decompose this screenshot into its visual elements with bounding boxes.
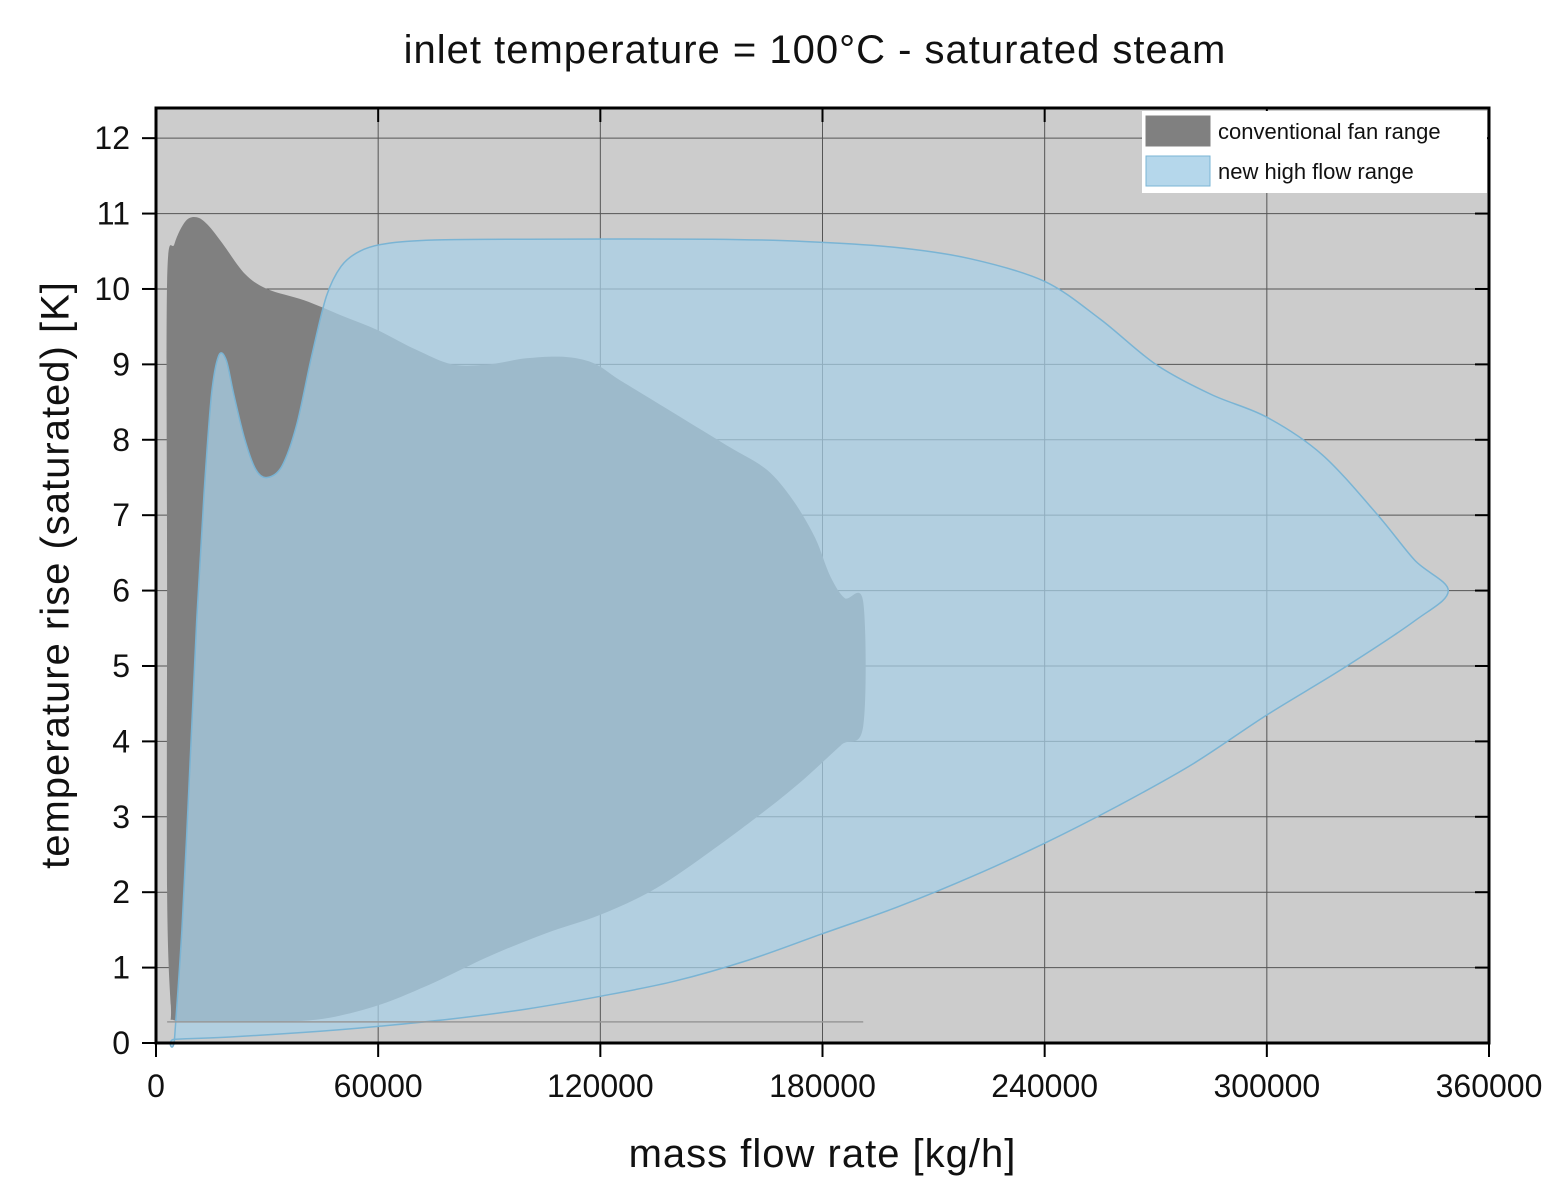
x-axis-label: mass flow rate [kg/h] (628, 1132, 1017, 1176)
y-tick-label: 7 (112, 497, 130, 533)
x-tick-label: 120000 (547, 1068, 654, 1104)
y-tick-label: 8 (112, 422, 130, 458)
x-tick-label: 0 (147, 1068, 165, 1104)
x-tick-label: 240000 (991, 1068, 1098, 1104)
y-tick-label: 2 (112, 874, 130, 910)
y-tick-label: 0 (112, 1025, 130, 1061)
y-tick-label: 9 (112, 346, 130, 382)
y-tick-label: 11 (97, 196, 130, 232)
series-area-1 (169, 238, 1450, 1048)
y-axis-label: temperature rise (saturated) [K] (33, 281, 78, 869)
x-tick-label: 180000 (769, 1068, 876, 1104)
chart-title: inlet temperature = 100°C - saturated st… (403, 28, 1227, 72)
x-tick-label: 60000 (334, 1068, 423, 1104)
x-tick-label: 360000 (1436, 1068, 1543, 1104)
legend-swatch-0 (1145, 115, 1211, 147)
y-tick-label: 1 (112, 950, 130, 986)
y-tick-label: 5 (112, 648, 130, 684)
y-tick-label: 10 (94, 271, 130, 307)
y-tick-label: 3 (112, 799, 130, 835)
legend-label-1: new high flow range (1218, 159, 1414, 184)
legend-swatch-1 (1145, 155, 1211, 187)
y-tick-label: 12 (94, 120, 130, 156)
y-tick-label: 6 (112, 573, 130, 609)
legend-label-0: conventional fan range (1218, 119, 1441, 144)
y-tick-label: 4 (112, 723, 130, 759)
x-tick-label: 300000 (1213, 1068, 1320, 1104)
